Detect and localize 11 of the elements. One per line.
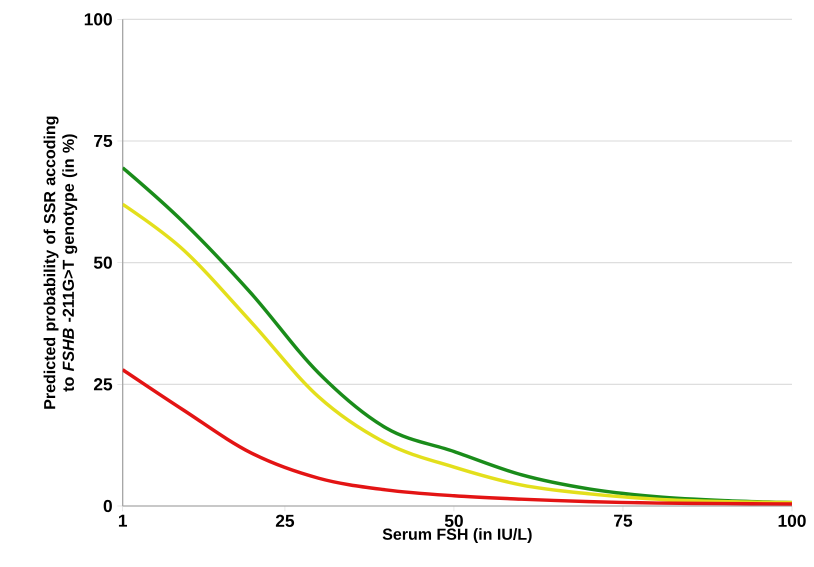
y-tick-label: 0	[104, 500, 112, 512]
y-tick-label: 50	[94, 256, 112, 269]
x-tick-label: 25	[276, 514, 294, 527]
x-tick-label: 100	[778, 514, 806, 527]
x-tick-label: 50	[444, 514, 463, 527]
x-tick-label: 1	[118, 514, 128, 527]
y-tick-label: 75	[94, 134, 112, 148]
y-tick-label: 25	[94, 378, 112, 390]
x-axis-title: Serum FSH (in IU/L)	[382, 528, 532, 544]
y-tick-label: 100	[84, 13, 112, 26]
x-tick-label: 75	[614, 514, 632, 527]
